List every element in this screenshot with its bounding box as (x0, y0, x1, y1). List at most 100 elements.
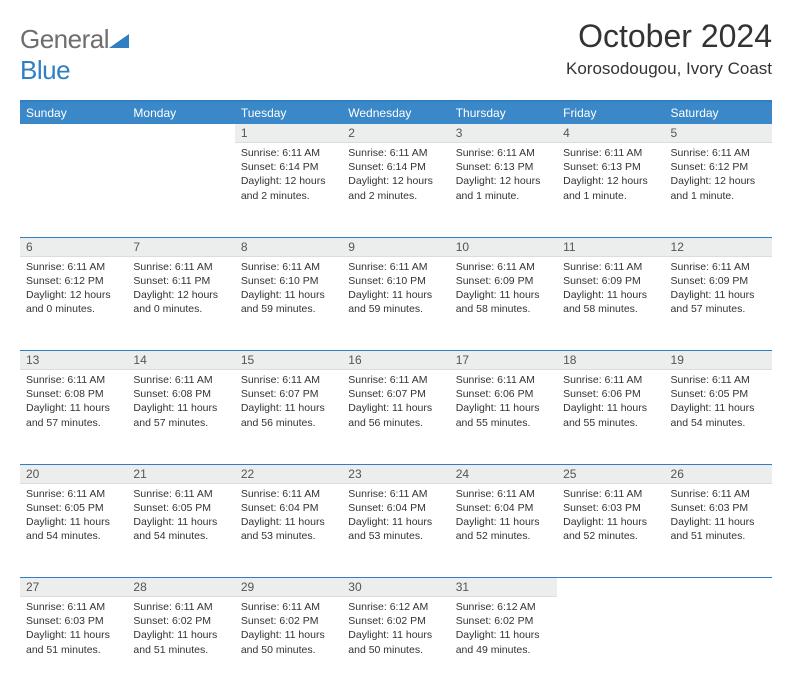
sunrise-text: Sunrise: 6:11 AM (26, 600, 121, 614)
day-number-cell: 11 (557, 237, 664, 257)
day-cell: Sunrise: 6:11 AMSunset: 6:12 PMDaylight:… (20, 257, 127, 351)
day-number: 9 (342, 238, 449, 257)
sunset-text: Sunset: 6:13 PM (563, 160, 658, 174)
day-details: Sunrise: 6:12 AMSunset: 6:02 PMDaylight:… (450, 597, 557, 663)
sunrise-text: Sunrise: 6:11 AM (456, 487, 551, 501)
sunrise-text: Sunrise: 6:11 AM (133, 260, 228, 274)
sunrise-text: Sunrise: 6:11 AM (26, 487, 121, 501)
sunset-text: Sunset: 6:08 PM (26, 387, 121, 401)
day-number-cell: 18 (557, 351, 664, 371)
day-number-cell: 19 (665, 351, 772, 371)
daylight-text: Daylight: 11 hours and 51 minutes. (133, 628, 228, 656)
day-cell: Sunrise: 6:11 AMSunset: 6:13 PMDaylight:… (450, 143, 557, 237)
sunset-text: Sunset: 6:14 PM (241, 160, 336, 174)
sunset-text: Sunset: 6:12 PM (671, 160, 766, 174)
day-cell: Sunrise: 6:11 AMSunset: 6:05 PMDaylight:… (665, 370, 772, 464)
sunrise-text: Sunrise: 6:11 AM (26, 373, 121, 387)
day-cell: Sunrise: 6:11 AMSunset: 6:04 PMDaylight:… (342, 484, 449, 578)
daylight-text: Daylight: 12 hours and 0 minutes. (133, 288, 228, 316)
day-cell: Sunrise: 6:11 AMSunset: 6:14 PMDaylight:… (235, 143, 342, 237)
day-number: 10 (450, 238, 557, 257)
daylight-text: Daylight: 11 hours and 53 minutes. (348, 515, 443, 543)
day-number: 12 (665, 238, 772, 257)
weekday-header: Thursday (450, 101, 557, 124)
day-number: 18 (557, 351, 664, 370)
day-number: 21 (127, 465, 234, 484)
daylight-text: Daylight: 11 hours and 53 minutes. (241, 515, 336, 543)
day-cell: Sunrise: 6:11 AMSunset: 6:09 PMDaylight:… (450, 257, 557, 351)
daylight-text: Daylight: 12 hours and 0 minutes. (26, 288, 121, 316)
day-details: Sunrise: 6:11 AMSunset: 6:05 PMDaylight:… (665, 370, 772, 436)
brand-name: General Blue (20, 24, 129, 86)
day-details: Sunrise: 6:11 AMSunset: 6:08 PMDaylight:… (127, 370, 234, 436)
sunset-text: Sunset: 6:14 PM (348, 160, 443, 174)
day-number: 13 (20, 351, 127, 370)
daylight-text: Daylight: 11 hours and 51 minutes. (26, 628, 121, 656)
sunset-text: Sunset: 6:06 PM (456, 387, 551, 401)
daylight-text: Daylight: 12 hours and 1 minute. (671, 174, 766, 202)
daylight-text: Daylight: 11 hours and 58 minutes. (563, 288, 658, 316)
day-number-cell: 24 (450, 464, 557, 484)
daylight-text: Daylight: 11 hours and 54 minutes. (671, 401, 766, 429)
page-title: October 2024 (566, 18, 772, 55)
day-details: Sunrise: 6:11 AMSunset: 6:04 PMDaylight:… (450, 484, 557, 550)
day-cell: Sunrise: 6:11 AMSunset: 6:06 PMDaylight:… (557, 370, 664, 464)
day-number-cell: 4 (557, 124, 664, 143)
sunrise-text: Sunrise: 6:11 AM (241, 260, 336, 274)
title-block: October 2024 Korosodougou, Ivory Coast (566, 18, 772, 79)
daylight-text: Daylight: 11 hours and 59 minutes. (241, 288, 336, 316)
logo-triangle-icon (109, 24, 129, 55)
day-number-cell: 12 (665, 237, 772, 257)
weekday-header: Wednesday (342, 101, 449, 124)
sunset-text: Sunset: 6:09 PM (456, 274, 551, 288)
day-cell: Sunrise: 6:11 AMSunset: 6:10 PMDaylight:… (235, 257, 342, 351)
day-number-cell: 16 (342, 351, 449, 371)
day-number: 17 (450, 351, 557, 370)
day-details: Sunrise: 6:11 AMSunset: 6:12 PMDaylight:… (665, 143, 772, 209)
sunrise-text: Sunrise: 6:11 AM (563, 146, 658, 160)
day-cell: Sunrise: 6:11 AMSunset: 6:10 PMDaylight:… (342, 257, 449, 351)
day-cell: Sunrise: 6:12 AMSunset: 6:02 PMDaylight:… (450, 597, 557, 691)
weekday-header: Friday (557, 101, 664, 124)
day-details: Sunrise: 6:11 AMSunset: 6:11 PMDaylight:… (127, 257, 234, 323)
day-cell: Sunrise: 6:11 AMSunset: 6:03 PMDaylight:… (665, 484, 772, 578)
day-number: 6 (20, 238, 127, 257)
day-cell: Sunrise: 6:11 AMSunset: 6:14 PMDaylight:… (342, 143, 449, 237)
daylight-text: Daylight: 11 hours and 51 minutes. (671, 515, 766, 543)
day-cell: Sunrise: 6:11 AMSunset: 6:02 PMDaylight:… (127, 597, 234, 691)
sunrise-text: Sunrise: 6:11 AM (241, 146, 336, 160)
sunrise-text: Sunrise: 6:11 AM (348, 260, 443, 274)
day-number: 22 (235, 465, 342, 484)
daylight-text: Daylight: 11 hours and 57 minutes. (671, 288, 766, 316)
day-cell: Sunrise: 6:11 AMSunset: 6:03 PMDaylight:… (20, 597, 127, 691)
day-number: 16 (342, 351, 449, 370)
day-number-cell: 22 (235, 464, 342, 484)
day-number-cell: 14 (127, 351, 234, 371)
calendar-header-row: SundayMondayTuesdayWednesdayThursdayFrid… (20, 101, 772, 124)
day-number-cell: 25 (557, 464, 664, 484)
sunset-text: Sunset: 6:04 PM (348, 501, 443, 515)
day-number: 8 (235, 238, 342, 257)
sunset-text: Sunset: 6:05 PM (26, 501, 121, 515)
sunset-text: Sunset: 6:07 PM (241, 387, 336, 401)
sunrise-text: Sunrise: 6:12 AM (456, 600, 551, 614)
day-number: 14 (127, 351, 234, 370)
day-number-cell: 5 (665, 124, 772, 143)
day-cell (20, 143, 127, 237)
sunrise-text: Sunrise: 6:11 AM (241, 373, 336, 387)
sunset-text: Sunset: 6:05 PM (671, 387, 766, 401)
sunset-text: Sunset: 6:10 PM (348, 274, 443, 288)
daylight-text: Daylight: 11 hours and 56 minutes. (241, 401, 336, 429)
day-number-cell: 3 (450, 124, 557, 143)
sunset-text: Sunset: 6:04 PM (241, 501, 336, 515)
daylight-text: Daylight: 11 hours and 56 minutes. (348, 401, 443, 429)
day-number: 27 (20, 578, 127, 597)
sunrise-text: Sunrise: 6:12 AM (348, 600, 443, 614)
daylight-text: Daylight: 11 hours and 58 minutes. (456, 288, 551, 316)
daylight-text: Daylight: 11 hours and 55 minutes. (563, 401, 658, 429)
day-number-cell: 28 (127, 578, 234, 598)
sunrise-text: Sunrise: 6:11 AM (133, 373, 228, 387)
weekday-header: Sunday (20, 101, 127, 124)
sunset-text: Sunset: 6:04 PM (456, 501, 551, 515)
day-cell: Sunrise: 6:11 AMSunset: 6:08 PMDaylight:… (127, 370, 234, 464)
